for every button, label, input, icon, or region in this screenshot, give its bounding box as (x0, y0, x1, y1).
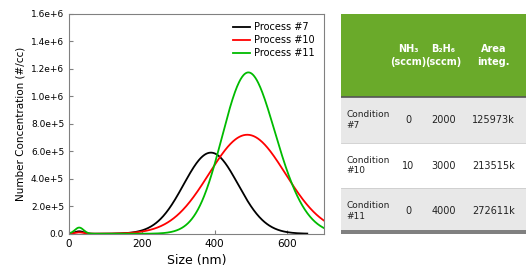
Process #11 (315, 223, 322, 226)
Process #10 (315, 215, 322, 218)
Text: 125973k: 125973k (472, 115, 515, 125)
Text: B₂H₆
(sccm): B₂H₆ (sccm) (425, 44, 462, 67)
Line: Process #7: Process #7 (71, 153, 307, 234)
Text: 272611k: 272611k (472, 206, 515, 216)
Text: 3000: 3000 (431, 161, 456, 170)
Text: Condition
#10: Condition #10 (347, 156, 390, 175)
Process #10 (320, 219, 327, 222)
Process #10 (188, 198, 194, 201)
Bar (341, 188, 526, 234)
Text: NH₃
(sccm): NH₃ (sccm) (390, 44, 427, 67)
Process #7 (182, 180, 188, 184)
Process #10 (276, 162, 282, 165)
Text: 0: 0 (406, 206, 412, 216)
Process #11 (188, 218, 194, 221)
Text: 4000: 4000 (431, 206, 456, 216)
Legend: Process #7, Process #10, Process #11: Process #7, Process #10, Process #11 (229, 19, 319, 62)
Process #10 (67, 232, 74, 235)
Process #10 (205, 174, 211, 177)
Text: 0: 0 (406, 115, 412, 125)
Process #11 (245, 71, 251, 74)
Text: Condition
#11: Condition #11 (347, 201, 390, 221)
Process #7 (92, 232, 99, 235)
Text: 2000: 2000 (431, 115, 456, 125)
Process #7 (208, 151, 215, 154)
Process #7 (67, 232, 74, 235)
Process #11 (219, 136, 225, 139)
Process #10 (190, 196, 196, 199)
Process #11 (320, 226, 327, 230)
Process #7 (196, 158, 202, 161)
Bar (341, 230, 526, 234)
Process #11 (190, 216, 196, 219)
Text: Condition
#7: Condition #7 (347, 110, 390, 130)
Process #10 (244, 133, 250, 136)
Process #11 (100, 232, 106, 235)
Process #10 (91, 232, 97, 235)
Line: Process #11: Process #11 (71, 72, 323, 234)
Process #11 (205, 183, 211, 187)
Process #7 (304, 232, 311, 235)
Process #10 (219, 153, 225, 156)
Line: Process #10: Process #10 (71, 135, 323, 234)
Bar (341, 97, 526, 143)
Process #11 (67, 231, 74, 234)
Text: Area
integ.: Area integ. (477, 44, 510, 67)
Process #7 (299, 232, 306, 235)
X-axis label: Size (nm): Size (nm) (167, 254, 226, 267)
Process #11 (276, 144, 282, 148)
Text: 10: 10 (402, 161, 415, 170)
Y-axis label: Number Concentration (#/cc): Number Concentration (#/cc) (15, 47, 25, 201)
Process #7 (181, 183, 187, 186)
Bar (341, 143, 526, 188)
Process #7 (262, 221, 269, 224)
Bar (341, 14, 526, 97)
Text: 213515k: 213515k (472, 161, 515, 170)
Process #7 (209, 151, 216, 155)
